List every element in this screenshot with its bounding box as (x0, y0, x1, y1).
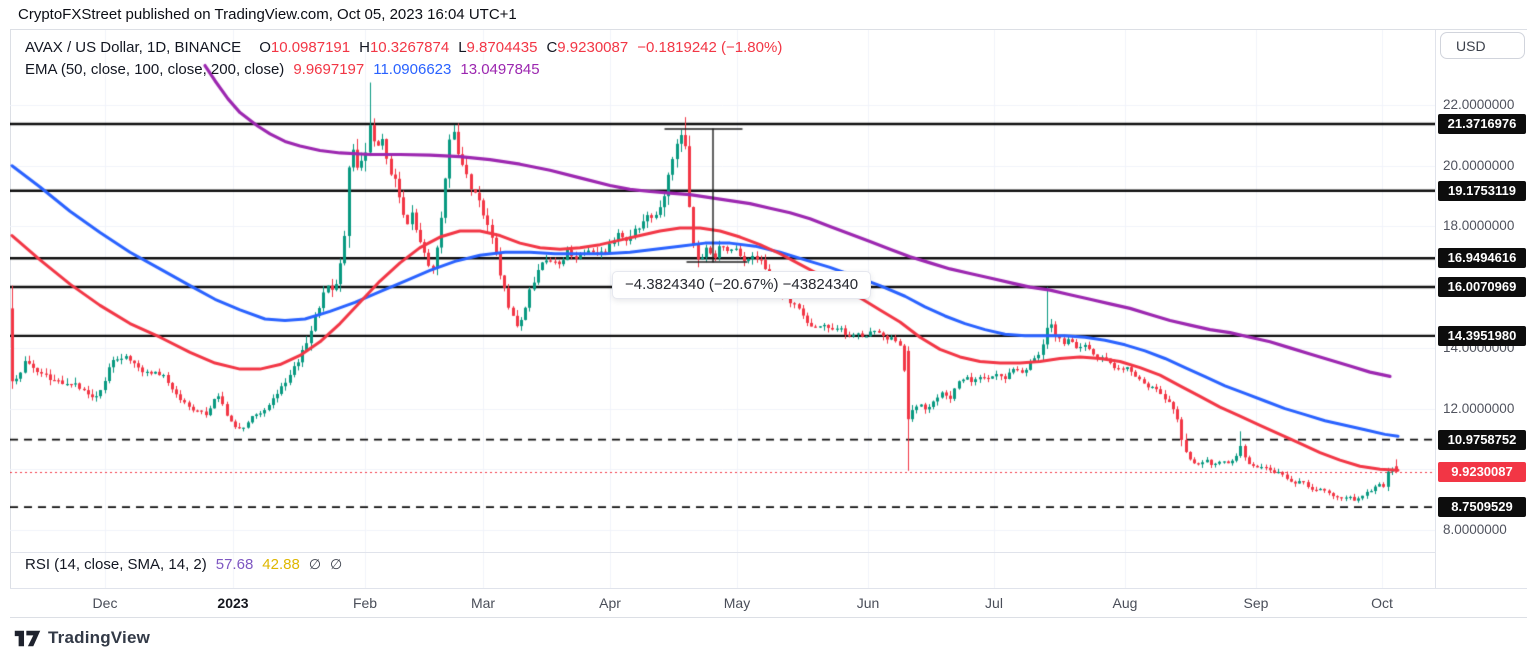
close-value: 9.9230087 (557, 39, 629, 56)
price-tick: 20.0000000 (1443, 157, 1515, 173)
open-label: O (259, 39, 271, 56)
time-label-month: Oct (1371, 595, 1393, 611)
currency-label: USD (1456, 37, 1486, 54)
time-label-month: Jul (985, 595, 1003, 611)
current-price-chip: 9.9230087 (1438, 461, 1526, 482)
time-label-month: May (723, 595, 751, 611)
time-label-month: Jun (856, 595, 880, 611)
time-label-month: Sep (1243, 595, 1269, 611)
level-price-chip: 21.3716976 (1438, 114, 1526, 135)
time-label-month: Aug (1112, 595, 1138, 611)
price-tick: 22.0000000 (1443, 97, 1515, 112)
time-label-month: Apr (599, 595, 621, 611)
time-label-year: 2023 (217, 595, 249, 611)
pane-separator[interactable] (10, 552, 1527, 553)
change-value: −0.1819242 (−1.80%) (637, 39, 783, 56)
measure-text: −4.3824340 (−20.67%) −43824340 (625, 276, 859, 293)
rsi-legend: RSI (14, close, SMA, 14, 2) 57.68 42.88 ∅ ∅ (25, 556, 342, 573)
level-price-chip: 16.9494616 (1438, 248, 1526, 269)
price-axis[interactable]: 22.0000000 20.0000000 18.0000000 14.0000000… (1435, 30, 1527, 617)
rsi-value: 57.68 (215, 556, 254, 573)
ema100-value: 11.0906623 (373, 61, 452, 78)
time-label-month: Feb (352, 595, 378, 611)
open-value: 10.0987191 (270, 39, 351, 56)
time-label-month: Dec (92, 595, 118, 611)
low-value: 9.8704435 (466, 39, 538, 56)
price-tick: 18.0000000 (1443, 218, 1515, 234)
low-label: L (458, 39, 467, 56)
symbol-title: AVAX / US Dollar, 1D, BINANCE (25, 39, 242, 56)
ema200-value: 13.0497845 (460, 61, 540, 78)
time-axis[interactable]: Dec 2023 Feb Mar Apr May Jun Jul Aug Sep Oct (10, 588, 1527, 617)
level-price-chip: 8.7509529 (1438, 497, 1526, 518)
currency-toggle-button[interactable]: USD (1440, 32, 1525, 59)
symbol-row: AVAX / US Dollar, 1D, BINANCE O10.0987191… (25, 37, 782, 59)
level-price-chip: 16.0070969 (1438, 276, 1526, 297)
measure-tool-label: −4.3824340 (−20.67%) −43824340 (612, 271, 872, 299)
high-value: 10.3267874 (369, 39, 450, 56)
price-tick: 8.0000000 (1443, 521, 1507, 537)
high-label: H (359, 39, 370, 56)
level-price-chip: 10.9758752 (1438, 429, 1526, 450)
ema50-value: 9.9697197 (293, 61, 365, 78)
ema-label: EMA (50, close, 100, close, 200, close) (25, 61, 285, 78)
tradingview-logo-icon (14, 630, 41, 647)
chart-legend: AVAX / US Dollar, 1D, BINANCE O10.0987191… (25, 37, 782, 81)
chart-canvas[interactable] (10, 30, 1435, 588)
rsi-empty-value-2: ∅ (330, 556, 343, 572)
close-label: C (546, 39, 558, 56)
tradingview-link[interactable]: TradingView (14, 628, 150, 648)
attribution-text: CryptoFXStreet published on TradingView.… (18, 6, 517, 23)
time-label-month: Mar (470, 595, 496, 611)
level-price-chip: 19.1753119 (1438, 180, 1526, 201)
rsi-empty-value-1: ∅ (308, 556, 322, 572)
level-price-chip: 14.3951980 (1438, 325, 1526, 346)
rsi-sma-value: 42.88 (262, 556, 300, 573)
ema-row: EMA (50, close, 100, close, 200, close) 9… (25, 59, 782, 81)
rsi-label: RSI (14, close, SMA, 14, 2) (25, 556, 207, 573)
price-tick: 12.0000000 (1443, 400, 1515, 416)
tradingview-wordmark: TradingView (48, 628, 151, 647)
